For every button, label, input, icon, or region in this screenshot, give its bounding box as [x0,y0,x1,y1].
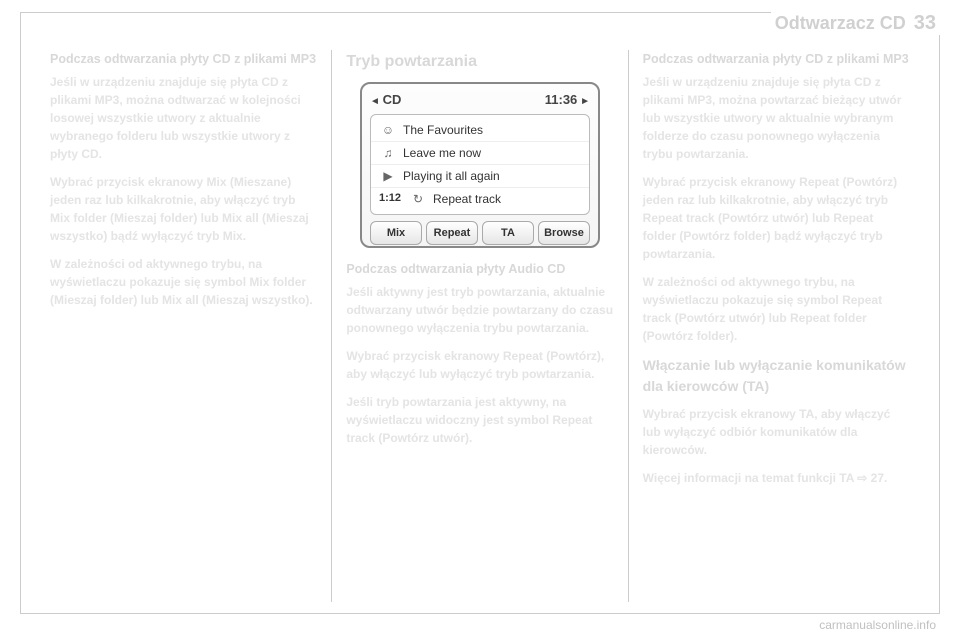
play-icon: ▶ [379,167,397,185]
col3-para1: Jeśli w urządzeniu znajduje się płyta CD… [643,73,910,163]
source-label: CD [370,90,401,110]
page-header: Odtwarzacz CD 33 [771,12,940,35]
section-title: Odtwarzacz CD [775,13,906,34]
watermark: carmanualsonline.info [819,618,936,632]
col2-para3: Jeśli tryb powtarzania jest aktywny, na … [346,393,613,447]
repeat-icon: ↻ [409,190,427,208]
col3-para2: Wybrać przycisk ekranowy Repeat (Powtórz… [643,173,910,263]
artist-name: The Favourites [403,121,581,139]
col2-subheading: Podczas odtwarzania płyty Audio CD [346,260,613,279]
mix-button[interactable]: Mix [370,221,422,246]
play-mode: Repeat track [433,190,581,208]
col3-para3: W zależności od aktywnego trybu, na wyśw… [643,273,910,345]
artist-icon: ☺ [379,121,397,139]
col2-para1: Jeśli aktywny jest tryb powtarzania, akt… [346,283,613,337]
clock-time: 11:36 [545,90,590,110]
col3-para5: Więcej informacji na temat funkcji TA ⇨ … [643,469,910,487]
browse-button[interactable]: Browse [538,221,590,246]
col1-para2: Wybrać przycisk ekranowy Mix (Mieszane) … [50,173,317,245]
column-left: Podczas odtwarzania płyty CD z plikami M… [36,50,331,602]
col1-para1: Jeśli w urządzeniu znajduje się płyta CD… [50,73,317,163]
page-number: 33 [914,12,936,35]
track-name: Playing it all again [403,167,581,185]
track-row: ▶ Playing it all again [371,165,589,188]
col1-subheading: Podczas odtwarzania płyty CD z plikami M… [50,50,317,69]
elapsed-time: 1:12 [379,190,409,207]
display-top-bar: CD 11:36 [370,90,590,110]
col3-heading2: Włączanie lub wyłączanie komunikatów dla… [643,355,910,397]
col2-heading: Tryb powtarzania [346,50,613,74]
album-icon: ♫ [379,144,397,162]
cd-player-display: CD 11:36 ☺ The Favourites ♫ Leave me now… [360,82,600,248]
repeat-button[interactable]: Repeat [426,221,478,246]
column-middle: Tryb powtarzania CD 11:36 ☺ The Favourit… [331,50,627,602]
artist-row: ☺ The Favourites [371,119,589,142]
softkey-row: Mix Repeat TA Browse [370,221,590,246]
album-row: ♫ Leave me now [371,142,589,165]
track-info-panel: ☺ The Favourites ♫ Leave me now ▶ Playin… [370,114,590,215]
col3-subheading1: Podczas odtwarzania płyty CD z plikami M… [643,50,910,69]
col2-para2: Wybrać przycisk ekranowy Repeat (Powtórz… [346,347,613,383]
album-name: Leave me now [403,144,581,162]
ta-button[interactable]: TA [482,221,534,246]
col3-para4: Wybrać przycisk ekranowy TA, aby włączyć… [643,405,910,459]
mode-row: 1:12 ↻ Repeat track [371,188,589,210]
col1-para3: W zależności od aktywnego trybu, na wyśw… [50,255,317,309]
column-right: Podczas odtwarzania płyty CD z plikami M… [628,50,924,602]
content-columns: Podczas odtwarzania płyty CD z plikami M… [36,50,924,602]
